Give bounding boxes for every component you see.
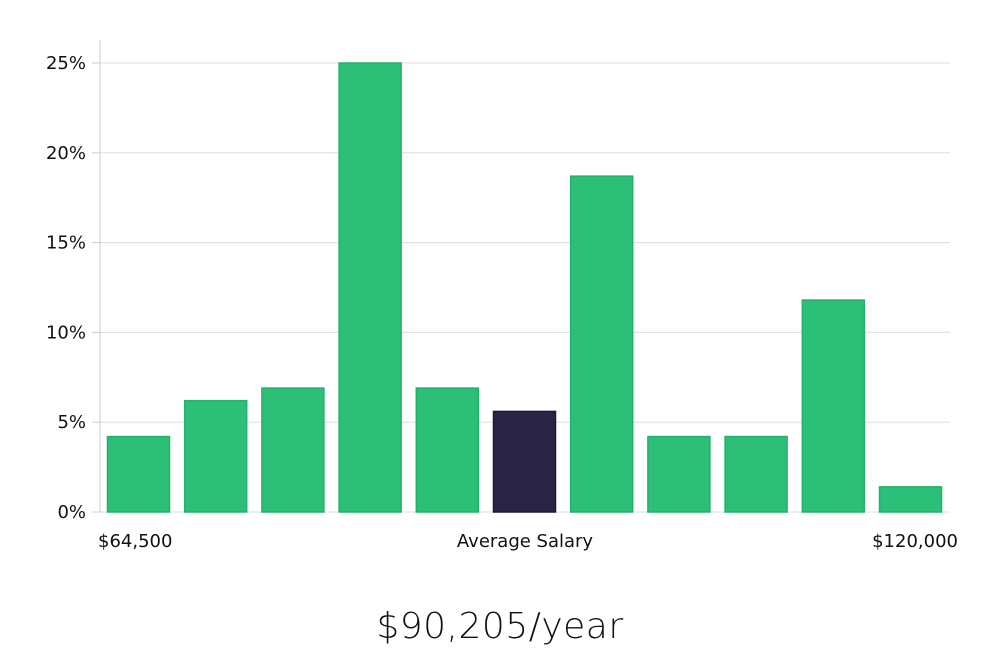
bar-highlighted: [492, 410, 557, 513]
y-tick-label: 25%: [46, 53, 86, 74]
y-tick-label: 0%: [57, 502, 86, 523]
y-tick-label: 10%: [46, 322, 86, 343]
bar: [569, 175, 634, 513]
y-tick-labels: 0% 5% 10% 15% 20% 25%: [46, 53, 100, 523]
y-tick-label: 5%: [57, 412, 86, 433]
bar: [801, 299, 866, 513]
bar: [724, 435, 788, 513]
x-axis-title: Average Salary: [457, 531, 594, 552]
x-axis-max-label: $120,000: [872, 531, 958, 552]
bar: [647, 435, 711, 513]
y-tick-label: 15%: [46, 233, 86, 254]
bar: [338, 62, 402, 513]
bar: [183, 399, 248, 513]
bar: [106, 435, 171, 513]
bars: [106, 62, 943, 513]
bar: [878, 486, 943, 513]
average-salary-value: $90,205/year: [376, 606, 624, 647]
x-axis-min-label: $64,500: [98, 531, 172, 552]
y-tick-label: 20%: [46, 143, 86, 164]
bar: [415, 387, 480, 513]
bar: [261, 387, 325, 513]
salary-histogram: 0%5%10%15%20%25% $64,500 Average Salary …: [46, 40, 958, 552]
